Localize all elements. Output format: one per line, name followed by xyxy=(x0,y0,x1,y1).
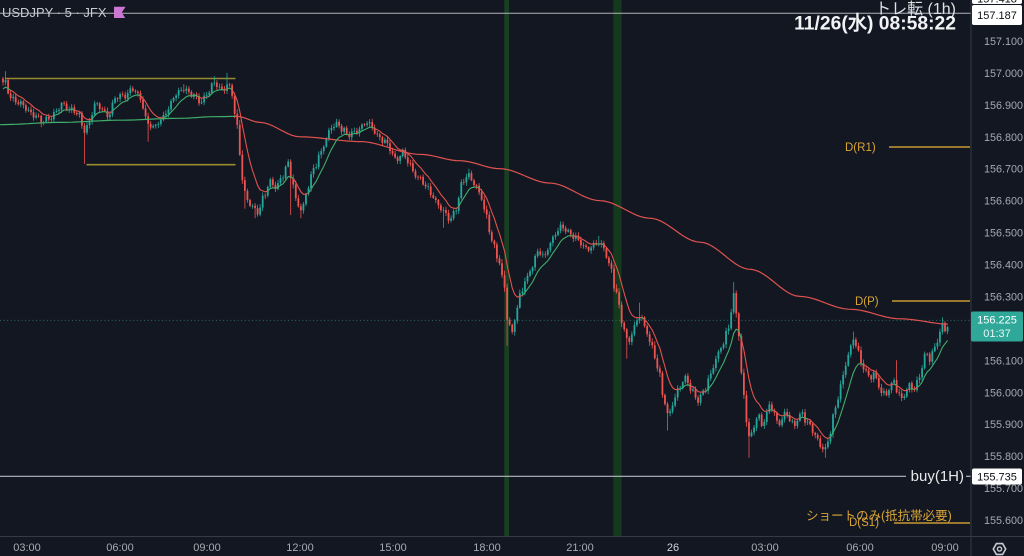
svg-text:155.900: 155.900 xyxy=(984,419,1023,431)
svg-text:09:00: 09:00 xyxy=(193,542,221,554)
svg-text:buy(1H): buy(1H) xyxy=(911,468,964,485)
svg-text:157.000: 157.000 xyxy=(984,68,1023,80)
svg-text:D(S1): D(S1) xyxy=(849,517,879,529)
svg-text:155.600: 155.600 xyxy=(984,515,1023,527)
svg-text:157.187: 157.187 xyxy=(977,10,1017,22)
svg-text:156.500: 156.500 xyxy=(984,228,1023,240)
svg-text:ショートのみ(抵抗帯必要): ショートのみ(抵抗帯必要) xyxy=(806,508,952,523)
svg-text:D(P): D(P) xyxy=(855,296,879,308)
svg-text:15:00: 15:00 xyxy=(379,542,407,554)
svg-text:11/26(水) 08:58:22: 11/26(水) 08:58:22 xyxy=(794,12,956,35)
svg-text:156.600: 156.600 xyxy=(984,196,1023,208)
svg-text:USDJPY · 5 · JFX: USDJPY · 5 · JFX xyxy=(2,5,107,20)
svg-text:03:00: 03:00 xyxy=(751,542,779,554)
svg-text:157.418: 157.418 xyxy=(977,0,1017,6)
svg-text:156.100: 156.100 xyxy=(984,355,1023,367)
svg-text:26: 26 xyxy=(667,542,679,554)
svg-text:156.300: 156.300 xyxy=(984,292,1023,304)
svg-text:156.225: 156.225 xyxy=(977,315,1017,327)
svg-text:01:37: 01:37 xyxy=(983,328,1011,340)
svg-text:D(R1): D(R1) xyxy=(845,142,876,154)
svg-text:トレ転 (1h): トレ転 (1h) xyxy=(875,0,956,18)
svg-text:12:00: 12:00 xyxy=(286,542,314,554)
svg-text:156.800: 156.800 xyxy=(984,132,1023,144)
svg-text:03:00: 03:00 xyxy=(13,542,41,554)
svg-text:156.400: 156.400 xyxy=(984,260,1023,272)
svg-text:155.700: 155.700 xyxy=(984,483,1023,495)
svg-text:18:00: 18:00 xyxy=(473,542,501,554)
svg-text:156.700: 156.700 xyxy=(984,164,1023,176)
svg-text:157.100: 157.100 xyxy=(984,36,1023,48)
svg-text:155.800: 155.800 xyxy=(984,451,1023,463)
svg-text:06:00: 06:00 xyxy=(846,542,874,554)
svg-text:06:00: 06:00 xyxy=(106,542,134,554)
svg-text:156.000: 156.000 xyxy=(984,387,1023,399)
svg-text:09:00: 09:00 xyxy=(931,542,959,554)
svg-text:21:00: 21:00 xyxy=(566,542,594,554)
svg-text:156.900: 156.900 xyxy=(984,100,1023,112)
svg-text:155.735: 155.735 xyxy=(977,472,1017,484)
